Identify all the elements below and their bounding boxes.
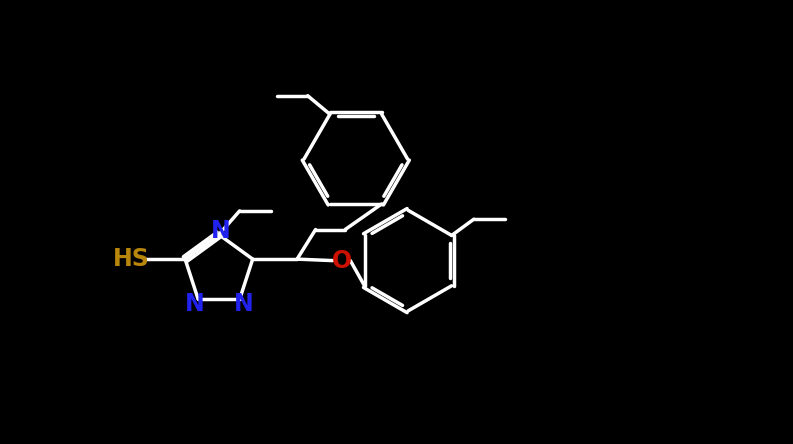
- Text: N: N: [211, 219, 231, 243]
- Text: N: N: [234, 292, 253, 316]
- Text: N: N: [185, 292, 204, 316]
- Text: O: O: [331, 249, 351, 273]
- Text: HS: HS: [113, 247, 150, 271]
